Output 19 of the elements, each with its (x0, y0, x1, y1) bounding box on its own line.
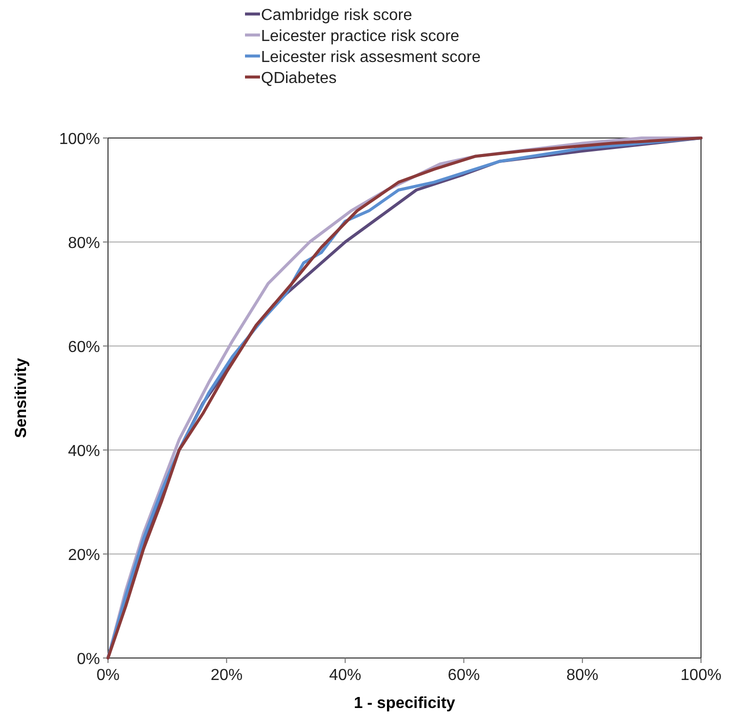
legend-label: QDiabetes (261, 70, 337, 87)
x-axis-title: 1 - specificity (354, 695, 456, 712)
y-tick-label: 20% (68, 547, 100, 564)
y-tick-label: 0% (76, 651, 100, 668)
x-tick-label: 60% (448, 667, 480, 684)
x-tick-label: 100% (680, 667, 722, 684)
x-tick-label: 0% (96, 667, 120, 684)
line-series (106, 136, 702, 660)
legend-label: Leicester practice risk score (261, 28, 460, 45)
x-tick-label: 20% (210, 667, 243, 684)
y-tick-label: 80% (68, 235, 100, 252)
x-tick-label: 80% (566, 667, 598, 684)
y-tick-label: 100% (59, 131, 100, 148)
y-axis-title: Sensitivity (13, 358, 30, 438)
y-tick-label: 40% (68, 443, 100, 460)
legend-label: Cambridge risk score (261, 7, 412, 24)
y-tick-label: 60% (68, 339, 100, 356)
legend-label: Leicester risk assesment score (261, 49, 481, 66)
x-tick-label: 40% (329, 667, 362, 684)
